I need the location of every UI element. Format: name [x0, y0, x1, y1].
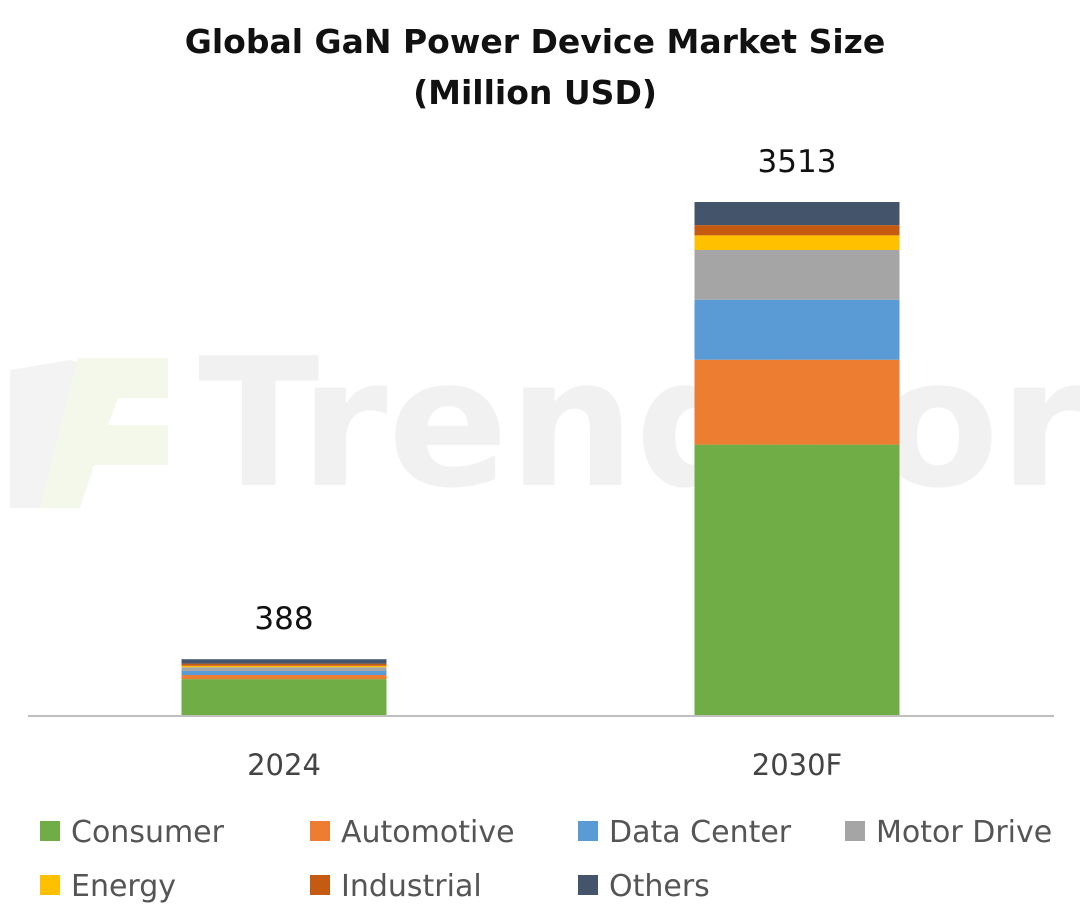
legend-label: Automotive [341, 815, 515, 850]
x-tick-label: 2030F [752, 748, 842, 782]
bar-2030f-consumer [694, 444, 900, 716]
bar-2024-motor-drive [181, 667, 387, 671]
legend-label: Industrial [341, 869, 482, 904]
legend-swatch [578, 821, 598, 841]
legend-label: Consumer [71, 815, 225, 850]
x-tick-label: 2024 [247, 748, 321, 782]
legend-swatch [40, 875, 60, 895]
watermark-text: TrendForce [198, 320, 1080, 527]
legend-item-motor-drive: Motor Drive [845, 815, 1052, 850]
bar-2030f-data-center [694, 299, 900, 360]
legend: Consumer Automotive Data Center Motor Drive… [40, 815, 1052, 904]
legend-item-others: Others [578, 869, 710, 904]
bar-2024-automotive [181, 675, 387, 680]
bar-2024-industrial [181, 663, 387, 666]
legend-label: Motor Drive [876, 815, 1052, 850]
chart-title: Global GaN Power Device Market Size [185, 22, 886, 61]
legend-label: Energy [71, 869, 176, 904]
legend-swatch [310, 821, 330, 841]
total-label-2024: 388 [254, 601, 313, 637]
x-ticks: 2024 2030F [247, 748, 842, 782]
legend-item-automotive: Automotive [310, 815, 515, 850]
bar-2030f-energy [694, 235, 900, 250]
bar-2030f-others [694, 202, 900, 226]
bar-2024-data-center [181, 670, 387, 676]
bar-2024-consumer [181, 679, 387, 716]
legend-item-industrial: Industrial [310, 869, 482, 904]
total-labels: 388 3513 [254, 144, 836, 637]
bar-2030f-automotive [694, 359, 900, 445]
legend-swatch [310, 875, 330, 895]
bar-2030f-industrial [694, 225, 900, 236]
bar-2024-energy [181, 665, 387, 668]
legend-swatch [40, 821, 60, 841]
total-label-2030f: 3513 [758, 144, 837, 180]
legend-swatch [578, 875, 598, 895]
chart-subtitle: (Million USD) [413, 73, 657, 112]
watermark-logo: TrendForce [10, 320, 1080, 527]
legend-label: Others [609, 869, 710, 904]
legend-item-consumer: Consumer [40, 815, 225, 850]
legend-swatch [845, 821, 865, 841]
bars-group [181, 202, 900, 716]
legend-item-data-center: Data Center [578, 815, 792, 850]
bar-2024-others [181, 659, 387, 664]
legend-label: Data Center [609, 815, 792, 850]
bar-2030f-motor-drive [694, 249, 900, 300]
legend-item-energy: Energy [40, 869, 176, 904]
